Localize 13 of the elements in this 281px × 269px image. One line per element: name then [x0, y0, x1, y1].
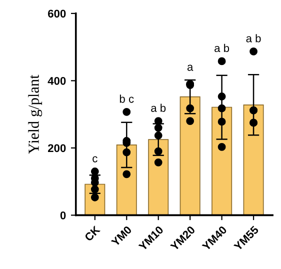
y-tick-label: 0 [60, 211, 66, 220]
x-tick-label: YM0 [110, 225, 132, 247]
y-tick-label: 600 [48, 10, 66, 18]
y-tick-label: 200 [48, 144, 66, 152]
annotation: c [92, 156, 98, 162]
y-tick-label: 400 [48, 76, 66, 85]
x-tick-label: CK [84, 225, 101, 242]
annotation: b c [120, 94, 134, 103]
y-axis-title: Yield g/plant [28, 74, 42, 154]
annotation: a b [151, 104, 166, 112]
annotation: a b [246, 34, 261, 42]
annotation: a [187, 64, 194, 71]
annotation: a b [214, 44, 230, 52]
